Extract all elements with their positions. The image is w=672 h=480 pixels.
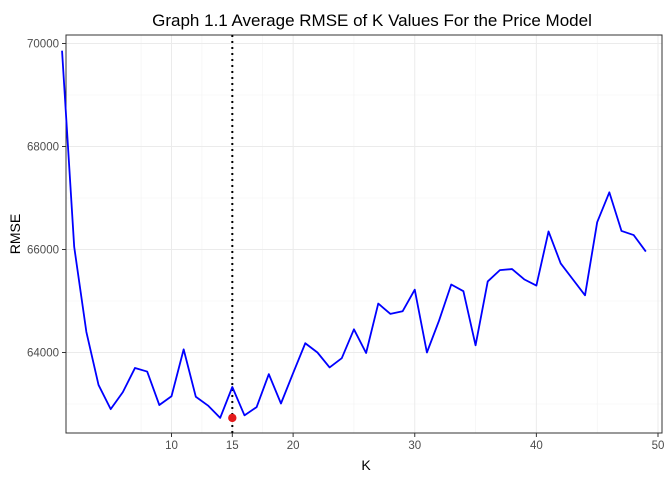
series-line — [61, 50, 647, 419]
y-axis-title: RMSE — [7, 214, 23, 254]
grid — [66, 35, 662, 433]
y-tick-label: 70000 — [27, 39, 59, 51]
x-tick-label: 10 — [165, 440, 178, 452]
x-tick-label: 40 — [530, 440, 543, 452]
y-tick-label: 66000 — [27, 245, 59, 257]
chart-title: Graph 1.1 Average RMSE of K Values For t… — [152, 11, 592, 30]
x-tick-label: 20 — [287, 440, 300, 452]
x-axis-title: K — [361, 457, 371, 473]
panel-border — [65, 34, 663, 434]
y-tick-label: 68000 — [27, 142, 59, 154]
x-tick-label: 50 — [652, 440, 665, 452]
series-layer — [61, 50, 647, 419]
point-layer — [228, 413, 237, 423]
y-tick-label: 64000 — [27, 348, 59, 360]
min-rmse-point — [228, 413, 237, 423]
x-tick-label: 15 — [226, 440, 239, 452]
x-tick-label: 30 — [408, 440, 421, 452]
ticks: 64000 66000 68000 70000 10 15 20 30 40 50 — [27, 39, 664, 453]
